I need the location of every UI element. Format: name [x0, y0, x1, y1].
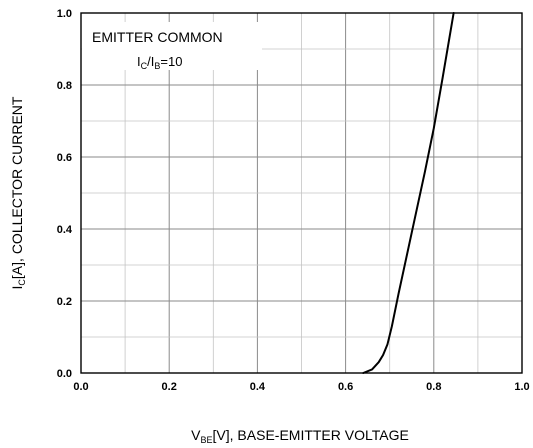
y-tick-label: 0.6 [57, 152, 72, 164]
annotation-background [82, 22, 262, 70]
y-axis-label: IC[A], COLLECTOR CURRENT [9, 96, 27, 289]
y-tick-label: 0.8 [57, 80, 72, 92]
series-layer [362, 12, 455, 374]
y-tick-labels: 0.0 0.2 0.4 0.6 0.8 1.0 [57, 8, 73, 380]
x-tick-label: 0.6 [338, 381, 353, 393]
grid [81, 13, 522, 373]
plot-frame [80, 12, 523, 374]
series-line [362, 12, 455, 374]
x-tick-label: 0.0 [73, 381, 88, 393]
x-tick-label: 0.8 [426, 381, 441, 393]
annotation-line1: EMITTER COMMON [92, 29, 223, 45]
annotation-ratio: IC/IB=10 [137, 54, 182, 71]
y-tick-label: 0.2 [57, 296, 72, 308]
y-tick-label: 1.0 [57, 8, 72, 20]
y-tick-label: 0.4 [57, 224, 73, 236]
x-axis-label: VBE[V], BASE-EMITTER VOLTAGE [191, 427, 409, 445]
y-tick-label: 0.0 [57, 368, 72, 380]
x-tick-label: 0.2 [162, 381, 177, 393]
x-tick-label: 1.0 [514, 381, 529, 393]
x-tick-label: 0.4 [250, 381, 266, 393]
x-tick-labels: 0.0 0.2 0.4 0.6 0.8 1.0 [73, 381, 529, 393]
